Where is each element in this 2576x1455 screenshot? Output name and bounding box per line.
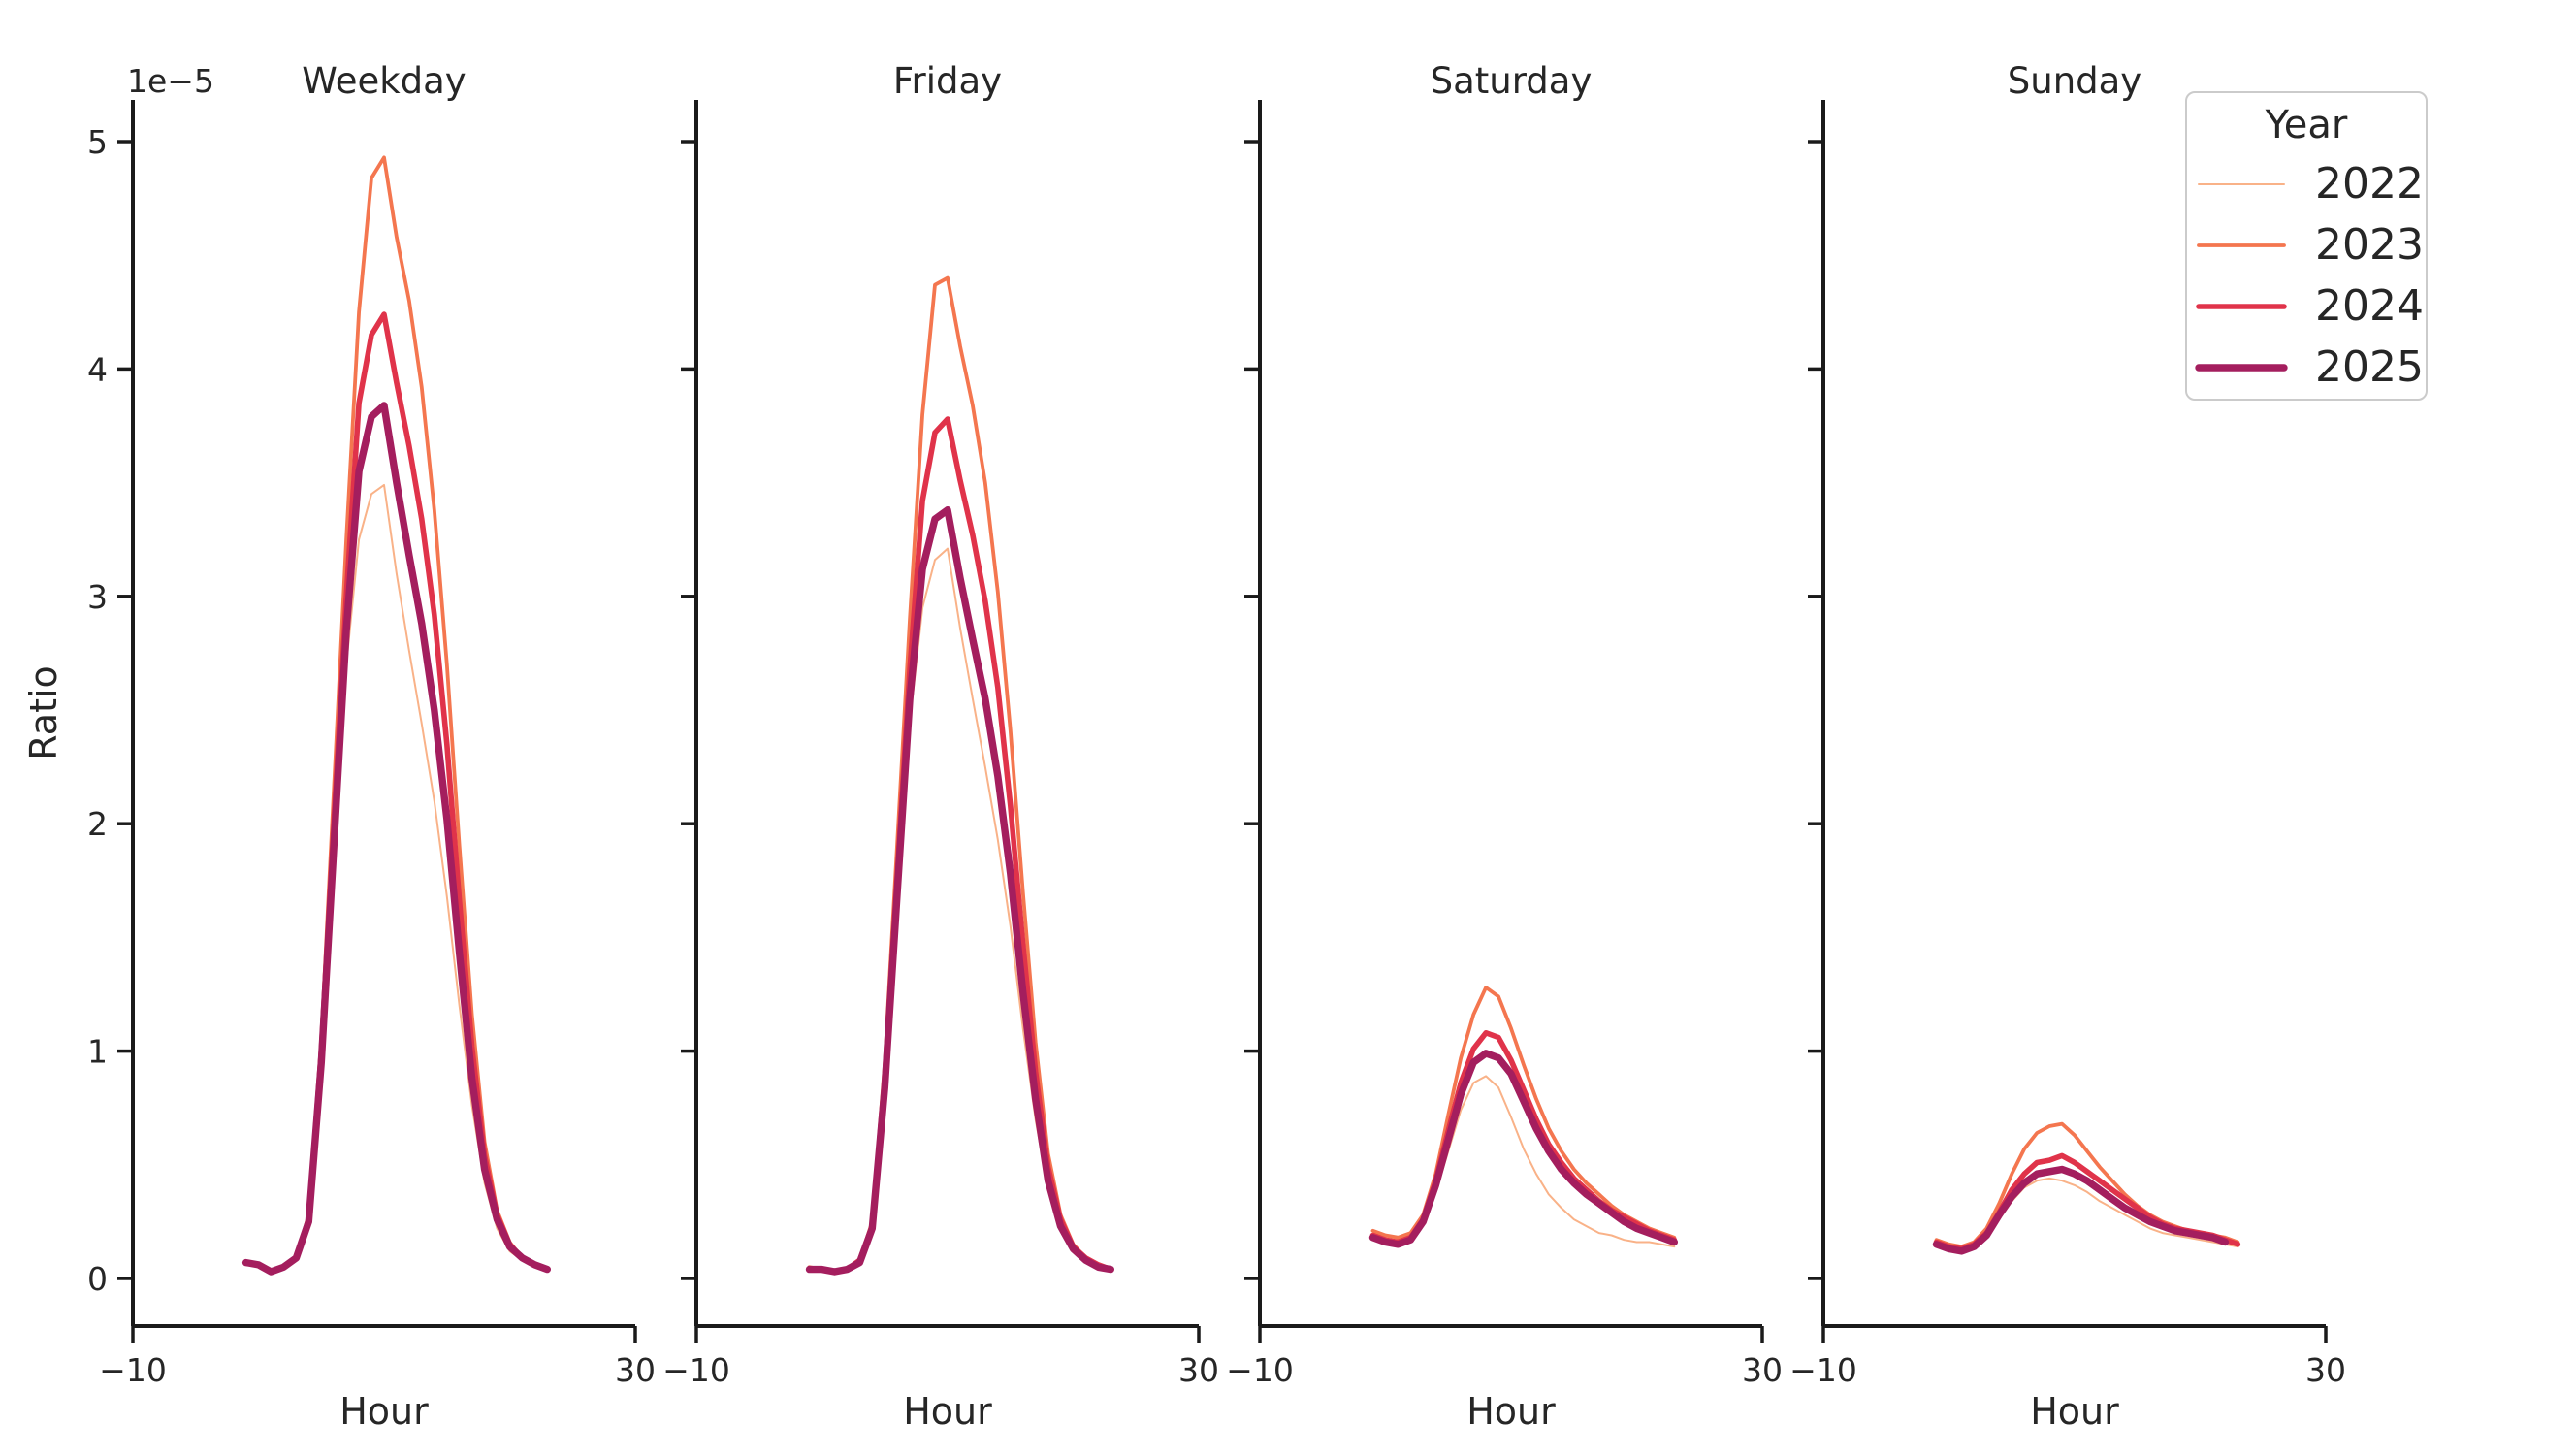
x-axis-label: Hour: [339, 1390, 429, 1433]
series-line-2025: [1932, 1165, 2230, 1255]
x-tick-label: 30: [615, 1351, 656, 1389]
x-axis-label: Hour: [903, 1390, 992, 1433]
series-line-2022: [808, 547, 1112, 1273]
series-line-2025: [242, 402, 551, 1276]
legend-entry: 2024: [2187, 275, 2426, 337]
series-line-2024: [806, 416, 1114, 1275]
x-tick-label: −10: [99, 1351, 167, 1389]
x-tick-label: 30: [2305, 1351, 2346, 1389]
y-tick-label: 1: [87, 1033, 108, 1071]
legend-entry-label: 2022: [2315, 159, 2424, 209]
legend-entry-label: 2023: [2315, 220, 2424, 270]
y-tick-label: 0: [87, 1260, 108, 1298]
facet-title: Weekday: [302, 60, 466, 102]
series-line-2024: [242, 311, 551, 1275]
y-axis-label: Ratio: [22, 665, 65, 760]
facet-title: Saturday: [1431, 60, 1593, 102]
series-line-2023: [1370, 986, 1677, 1240]
x-tick-label: −10: [662, 1351, 730, 1389]
x-axis-label: Hour: [1466, 1390, 1556, 1433]
y-tick-label: 2: [87, 805, 108, 843]
series-line-2023: [1934, 1121, 2240, 1249]
x-axis-label: Hour: [2030, 1390, 2119, 1433]
legend: Year 2022 2023 2024 2025: [2185, 91, 2428, 401]
x-tick-label: 30: [1742, 1351, 1783, 1389]
y-axis-offset-text: 1e−5: [127, 62, 214, 100]
legend-entry-label: 2024: [2315, 281, 2424, 331]
legend-entry: 2025: [2187, 337, 2426, 398]
facet-title: Friday: [893, 60, 1002, 102]
legend-entry: 2023: [2187, 214, 2426, 275]
y-tick-label: 4: [87, 350, 108, 388]
series-line-2025: [1368, 1050, 1678, 1248]
legend-entry: 2022: [2187, 153, 2426, 214]
series-line-2022: [244, 483, 549, 1273]
legend-line-swatch: [2198, 182, 2285, 185]
x-tick-label: 30: [1178, 1351, 1219, 1389]
y-tick-label: 5: [87, 123, 108, 161]
legend-line-swatch: [2196, 303, 2287, 309]
x-tick-label: −10: [1789, 1351, 1857, 1389]
facet-title: Sunday: [2008, 60, 2141, 102]
series-line-2023: [243, 155, 550, 1274]
y-tick-label: 3: [87, 578, 108, 616]
legend-title: Year: [2265, 103, 2348, 147]
series-line-2023: [807, 275, 1113, 1274]
legend-entry-label: 2025: [2315, 342, 2424, 392]
x-tick-label: −10: [1226, 1351, 1294, 1389]
series-line-2025: [805, 506, 1114, 1276]
legend-line-swatch: [2195, 363, 2288, 372]
legend-line-swatch: [2197, 242, 2286, 247]
